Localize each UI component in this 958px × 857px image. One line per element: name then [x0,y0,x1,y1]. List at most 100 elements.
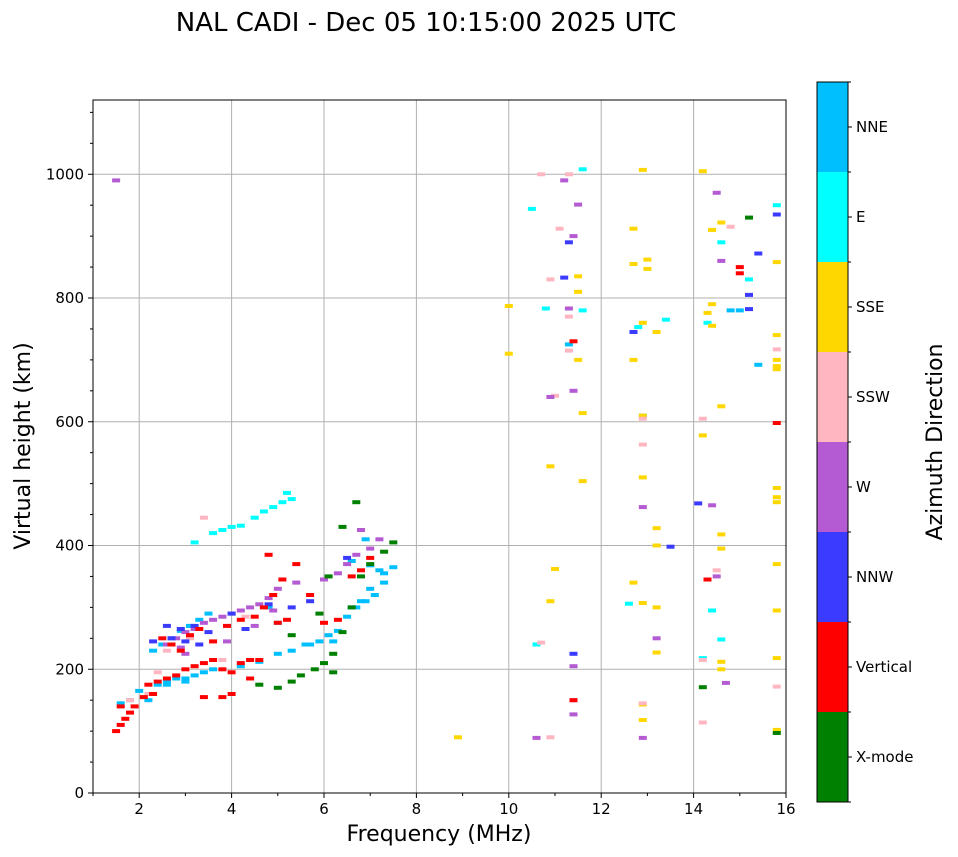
data-point [209,658,218,662]
data-point [772,495,781,500]
data-point [389,565,398,570]
data-point [112,178,121,183]
data-point [250,614,259,619]
data-point [357,528,365,532]
data-point [338,630,347,635]
data-point [370,593,379,597]
data-point [343,562,352,567]
data-point [176,627,185,631]
data-point [578,411,587,416]
data-point [726,308,735,313]
data-point [389,540,398,545]
data-point [199,670,208,675]
colorbar-segment [817,352,848,442]
x-tick-label: 6 [319,800,329,818]
data-point [153,679,162,684]
data-point [366,562,375,567]
data-point [287,633,296,638]
data-point [745,307,753,312]
data-point [162,623,171,628]
data-point [717,532,726,537]
data-point [772,203,781,208]
data-point [754,251,763,256]
data-point [190,623,199,628]
data-point [264,602,273,607]
data-point [121,716,130,721]
data-point [666,544,675,549]
data-point [329,639,338,644]
data-point [564,306,573,311]
colorbar-segment [817,442,848,532]
data-point [564,342,573,347]
data-point [135,688,144,693]
data-point [278,577,287,582]
data-point [546,599,555,604]
data-point [638,413,647,418]
data-point [569,712,578,717]
data-point [708,227,717,232]
data-point [634,325,643,330]
data-point [112,729,121,734]
data-point [209,667,218,672]
data-point [504,304,513,308]
data-point [236,661,245,666]
data-point [186,623,194,628]
data-point [167,636,176,641]
data-point [578,479,587,484]
data-point [144,682,153,687]
data-point [574,289,583,294]
data-point [712,190,721,195]
data-point [546,735,555,740]
data-point [158,642,167,647]
data-point [652,526,661,531]
data-point [638,167,647,172]
data-point [643,266,652,271]
data-point [144,692,153,696]
data-point [329,651,338,656]
data-point [259,605,268,610]
y-axis-ticks: 0 200 400 600 800 1000 [46,111,93,802]
data-point [366,546,375,551]
data-point [574,274,583,279]
data-point [772,212,781,217]
data-point [638,505,647,510]
data-point [726,224,735,229]
data-point [190,673,199,678]
data-point [227,670,236,675]
chart-title: NAL CADI - Dec 05 10:15:00 2025 UTC [176,8,676,38]
data-point [772,727,781,732]
data-point [772,357,781,362]
data-point [717,240,726,245]
data-point [153,682,162,687]
colorbar: X-mode Vertical NNW W SSW SSE E NNE [816,81,913,803]
data-point [717,667,726,672]
data-point [264,552,273,557]
data-point [772,656,781,661]
y-axis-label: Virtual height (km) [11,342,36,549]
gridlines [93,100,787,794]
data-point [292,562,301,567]
colorbar-segment [817,262,848,352]
data-point [624,601,633,606]
x-tick-label: 10 [499,800,518,818]
data-point [735,271,744,276]
data-point [717,258,726,263]
colorbar-segment [817,82,848,172]
data-point [504,351,513,356]
data-point [315,611,324,616]
data-point [352,605,361,610]
data-point [264,596,273,601]
colorbar-segment [817,172,848,262]
data-point [564,314,573,319]
data-point [569,388,578,393]
data-point [236,608,245,613]
data-point [223,623,231,628]
data-point [560,178,569,183]
data-point [652,605,661,610]
x-tick-label: 16 [776,800,795,818]
data-point [158,636,167,641]
data-point [735,308,744,313]
data-point [144,698,153,703]
data-point [772,500,781,505]
